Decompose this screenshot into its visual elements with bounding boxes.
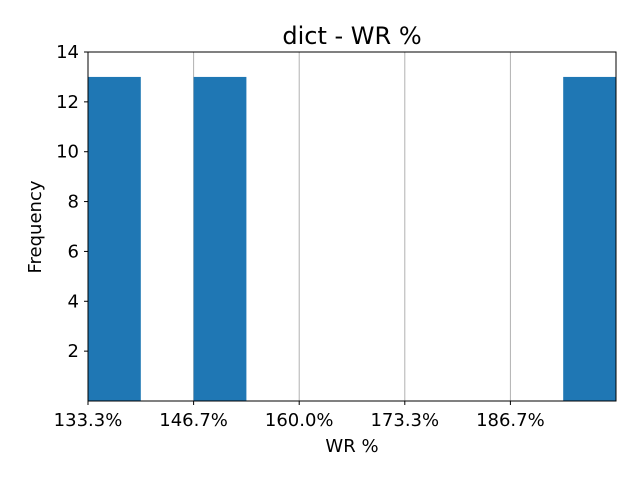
x-tick-label: 146.7% <box>159 410 228 431</box>
grid-lines <box>87 52 511 401</box>
x-tick-label: 186.7% <box>476 410 545 431</box>
y-axis-label: Frequency <box>25 180 46 273</box>
x-axis-label: WR % <box>325 436 378 457</box>
chart-title: dict - WR % <box>282 22 421 50</box>
x-tick-label: 133.3% <box>54 410 123 431</box>
y-tick-label: 8 <box>68 192 79 213</box>
bars <box>88 76 616 401</box>
y-tick-label: 12 <box>56 92 79 113</box>
plot-area-frame <box>87 51 617 402</box>
y-tick-label: 14 <box>56 42 79 63</box>
y-axis-ticks: 2 4 6 8 10 12 14 <box>56 42 88 362</box>
x-tick-label: 173.3% <box>370 410 439 431</box>
histogram-bar <box>193 76 247 401</box>
y-tick-label: 4 <box>68 291 79 312</box>
histogram-bar <box>563 76 616 401</box>
histogram-bar <box>88 76 141 401</box>
x-tick-label: 160.0% <box>265 410 334 431</box>
y-tick-label: 2 <box>68 341 79 362</box>
x-axis-ticks: 133.3% 146.7% 160.0% 173.3% 186.7% <box>54 401 545 431</box>
y-tick-label: 6 <box>68 241 79 262</box>
y-tick-label: 10 <box>56 142 79 163</box>
